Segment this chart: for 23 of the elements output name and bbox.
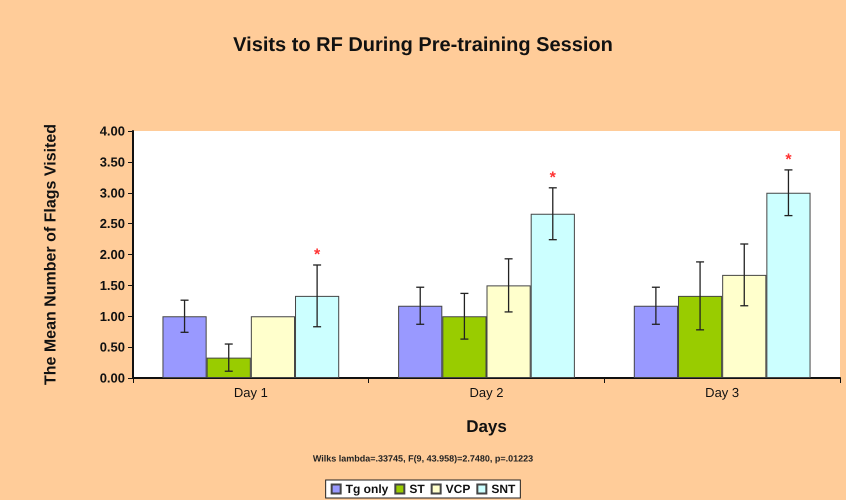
data-label: * bbox=[314, 246, 321, 264]
data-label: * bbox=[785, 151, 792, 168]
x-tick-label: Day 3 bbox=[705, 385, 740, 400]
y-tick-label: 4.00 bbox=[100, 124, 125, 138]
x-tick-label: Day 1 bbox=[234, 385, 268, 400]
legend-label: VCP bbox=[446, 482, 470, 496]
y-tick-label: 1.00 bbox=[100, 308, 125, 324]
y-tick-label: 2.50 bbox=[100, 216, 125, 232]
y-tick-label: 3.00 bbox=[100, 185, 125, 200]
y-tick-label: 0.50 bbox=[100, 340, 125, 355]
y-tick-label: 2.00 bbox=[100, 247, 125, 262]
y-tick-label: 3.50 bbox=[100, 154, 125, 170]
data-label: * bbox=[550, 169, 557, 186]
legend-label: SNT bbox=[491, 482, 516, 496]
y-tick-label: 1.50 bbox=[100, 278, 125, 293]
text: Wilks lambda=.33745, F(9, 43.958)=2.7480, p=.01223 bbox=[312, 454, 534, 464]
chart-title: Visits to RF During Pre-training Session bbox=[233, 34, 613, 56]
x-axis-title: Days bbox=[466, 417, 507, 436]
x-tick-label: Day 2 bbox=[470, 385, 504, 400]
legend-label: Tg only bbox=[346, 482, 389, 496]
y-axis-title: The Mean Number of Flags Visited bbox=[42, 124, 60, 386]
y-tick-label: 0.00 bbox=[100, 370, 125, 386]
legend-label: ST bbox=[409, 482, 426, 496]
